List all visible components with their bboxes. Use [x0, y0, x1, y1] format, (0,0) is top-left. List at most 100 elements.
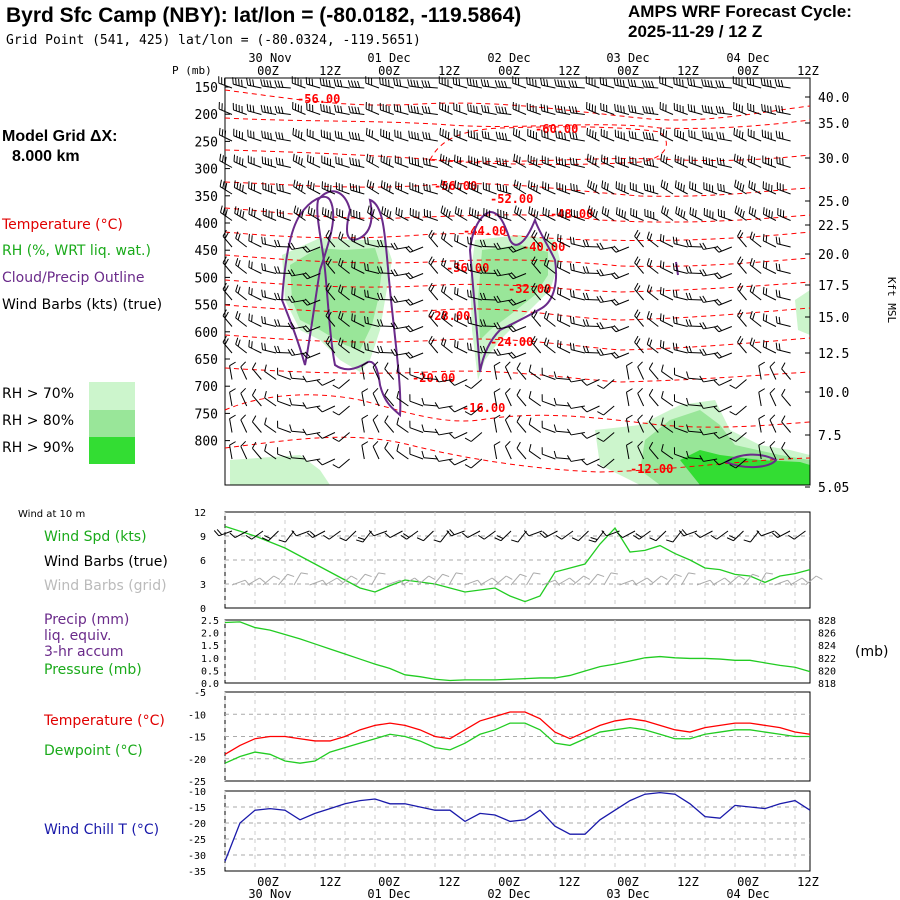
wind-barb	[251, 362, 262, 380]
wind-barb	[467, 103, 483, 115]
wind-barb	[672, 236, 688, 248]
precip-tick-label: 0.0	[201, 679, 219, 690]
isotherm-line	[224, 207, 811, 223]
surface-wind-barb	[229, 530, 248, 539]
wind-barb	[247, 155, 262, 168]
wind-barb	[372, 387, 380, 407]
surface-wind-barb	[678, 529, 698, 537]
wind-barb	[349, 157, 365, 168]
wind-barb	[775, 130, 791, 142]
wind-barb	[729, 432, 747, 442]
wind-barb	[396, 444, 409, 460]
wind-barb	[775, 289, 791, 301]
isotherm-line	[224, 89, 811, 121]
wind-barb	[428, 335, 439, 354]
height-tick-label: 35.0	[818, 117, 849, 132]
wind-barb	[541, 394, 556, 407]
wind-barb	[351, 286, 365, 301]
wind-barb	[468, 155, 483, 168]
wind-barb	[699, 242, 718, 250]
wind-barb	[637, 440, 645, 460]
wind-barb	[762, 233, 777, 248]
isotherm-label: -44.00	[463, 224, 506, 238]
wind-barb	[528, 444, 541, 460]
surface-wind-barb	[710, 530, 729, 540]
wind-barb	[746, 77, 762, 89]
wind-barb	[567, 375, 585, 383]
surface-wind-barb	[617, 530, 636, 539]
wind-barb	[264, 391, 277, 407]
wind-barb	[673, 367, 688, 380]
wind-barb	[659, 233, 674, 248]
wind-barb	[526, 102, 541, 115]
wind-barb	[672, 263, 688, 274]
wind-barb	[775, 263, 791, 274]
wind-barb	[747, 128, 762, 142]
wind-barb	[468, 207, 483, 221]
wind-barb	[335, 182, 350, 195]
grid-wind-barb	[588, 573, 605, 586]
wind-barb	[428, 229, 439, 248]
bottom-date-label: 03 Dec	[606, 887, 649, 900]
wind-barb	[582, 319, 600, 327]
pressure-tick-label: 500	[195, 271, 218, 286]
surface-wind-barb	[356, 530, 372, 543]
wind-barb	[634, 282, 644, 301]
wind-barb	[674, 128, 688, 142]
wind-barb	[218, 76, 233, 89]
surface-wind-barb	[649, 530, 667, 542]
wind-barb	[347, 80, 365, 89]
isotherm-label: -52.00	[490, 192, 533, 206]
surface-wind-barb	[743, 530, 760, 543]
wind-barb	[507, 272, 527, 280]
wind-barb	[404, 298, 424, 306]
wind-barb	[648, 415, 659, 433]
wind-barb	[586, 127, 600, 142]
wind-barb	[513, 153, 527, 168]
wind-barb	[689, 207, 703, 221]
wind-barb	[246, 78, 262, 89]
wind-barb	[365, 76, 380, 89]
top-time-label: 00Z	[617, 64, 639, 78]
wind-barb	[642, 131, 659, 142]
wind-barb	[307, 180, 321, 195]
wind-barb	[439, 153, 453, 168]
surface-wind-barb	[433, 530, 450, 543]
wind-barb	[452, 77, 468, 89]
wind-barb	[675, 206, 688, 221]
wind-barb	[409, 182, 424, 195]
wind-barb	[625, 388, 633, 407]
wind-barb	[292, 102, 306, 115]
wind-barb	[615, 181, 630, 195]
wind-barb	[637, 361, 645, 380]
wind-barb	[637, 414, 645, 433]
wind-barb	[440, 231, 453, 248]
wind-barb	[749, 231, 762, 248]
wind-barb	[625, 441, 633, 460]
surface-wind-barb	[539, 530, 558, 539]
wind-barb	[321, 207, 336, 221]
wind-barb	[248, 313, 262, 327]
wind-barb	[543, 311, 556, 327]
isotherm-line	[224, 436, 811, 473]
windchill-tick-label: -35	[188, 867, 206, 878]
wind-barb	[659, 127, 674, 142]
wind-barb	[235, 258, 248, 274]
wind-barb	[229, 388, 236, 407]
wind-barb	[516, 388, 527, 407]
surface-wind-barb	[511, 530, 527, 543]
rh-70-swatch	[89, 382, 135, 410]
wind-barb	[733, 127, 747, 142]
pressure-tick-label: 824	[818, 641, 836, 652]
wind-barb	[367, 205, 380, 221]
wind-barb	[321, 155, 336, 168]
wind-barb	[277, 420, 291, 433]
height-tick-label: 5.05	[818, 481, 849, 496]
wind-barb	[464, 458, 483, 469]
wind-barb	[599, 77, 615, 89]
wind-barb	[699, 295, 718, 303]
wind-barb	[384, 415, 395, 433]
wind-barb	[495, 131, 512, 142]
wind-barb	[332, 458, 350, 469]
wind-barb	[275, 131, 291, 142]
